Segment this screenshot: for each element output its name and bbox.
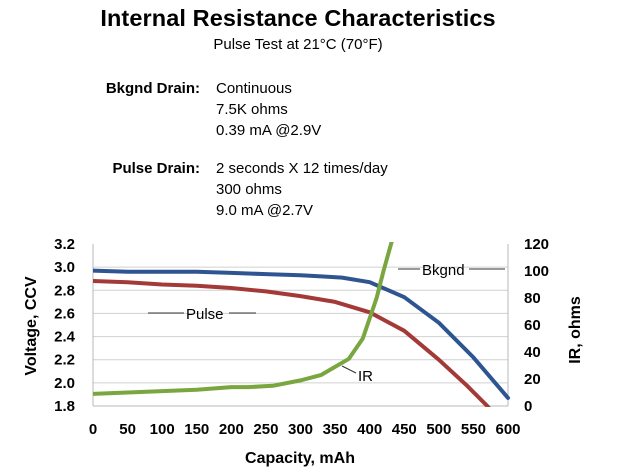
y2-tick-label: 80 bbox=[524, 290, 541, 307]
y-tick-label: 1.8 bbox=[54, 398, 75, 415]
pulse-series-line bbox=[93, 279, 491, 407]
bkgnd-drain-value: 7.5K ohms bbox=[216, 101, 288, 118]
x-tick-label: 300 bbox=[288, 421, 313, 438]
bkgnd-series-label: Bkgnd bbox=[422, 262, 465, 279]
pulse-drain-value: 300 ohms bbox=[216, 181, 282, 198]
x-tick-label: 350 bbox=[323, 421, 348, 438]
pulse-drain-value: 2 seconds X 12 times/day bbox=[216, 160, 388, 177]
x-tick-label: 600 bbox=[495, 421, 520, 438]
y-axis-title: Voltage, CCV bbox=[23, 276, 40, 376]
x-axis-title: Capacity, mAh bbox=[245, 450, 355, 467]
series-lines bbox=[93, 242, 510, 407]
y-tick-label: 2.6 bbox=[54, 305, 75, 322]
x-tick-label: 150 bbox=[184, 421, 209, 438]
y-tick-label: 2.4 bbox=[54, 329, 76, 346]
y2-tick-label: 60 bbox=[524, 317, 541, 334]
y-tick-label: 2.8 bbox=[54, 282, 75, 299]
y-tick-label: 3.2 bbox=[54, 236, 75, 253]
y2-tick-label: 40 bbox=[524, 344, 541, 361]
y-tick-label: 3.0 bbox=[54, 259, 75, 276]
x-tick-label: 400 bbox=[357, 421, 382, 438]
y2-tick-label: 100 bbox=[524, 263, 549, 280]
bkgnd-drain-label: Bkgnd Drain: bbox=[105, 80, 200, 97]
bkgnd-series-line bbox=[93, 268, 510, 400]
chart-subtitle: Pulse Test at 21°C (70°F) bbox=[213, 36, 383, 53]
chart-title: Internal Resistance Characteristics bbox=[100, 5, 496, 31]
bkgnd-drain-value: 0.39 mA @2.9V bbox=[216, 122, 322, 139]
pulse-series-label: Pulse bbox=[186, 306, 224, 323]
y2-tick-label: 20 bbox=[524, 371, 541, 388]
ir-series-label: IR bbox=[358, 368, 373, 385]
pulse-drain-label: Pulse Drain: bbox=[112, 160, 200, 177]
series-labels: Bkgnd Pulse IR bbox=[148, 262, 505, 385]
ir-series-label-leader bbox=[341, 365, 357, 374]
y-tick-label: 2.2 bbox=[54, 352, 75, 369]
x-tick-label: 100 bbox=[150, 421, 175, 438]
x-tick-label: 500 bbox=[426, 421, 451, 438]
ir-series-line bbox=[93, 242, 394, 396]
x-tick-label: 50 bbox=[119, 421, 136, 438]
x-tick-label: 550 bbox=[461, 421, 486, 438]
y2-tick-label: 120 bbox=[524, 236, 549, 253]
y2-axis-title: IR, ohms bbox=[567, 296, 584, 364]
y2-tick-label: 0 bbox=[524, 398, 532, 415]
x-tick-label: 450 bbox=[392, 421, 417, 438]
pulse-drain-value: 9.0 mA @2.7V bbox=[216, 202, 313, 219]
x-tick-label: 200 bbox=[219, 421, 244, 438]
x-tick-label: 250 bbox=[253, 421, 278, 438]
y-tick-label: 2.0 bbox=[54, 375, 75, 392]
tick-labels: 1.8 2.0 2.2 2.4 2.6 2.8 3.0 3.2 0 20 40 60 80 100 120 0… bbox=[54, 236, 549, 438]
x-tick-label: 0 bbox=[89, 421, 97, 438]
bkgnd-drain-value: Continuous bbox=[216, 80, 292, 97]
